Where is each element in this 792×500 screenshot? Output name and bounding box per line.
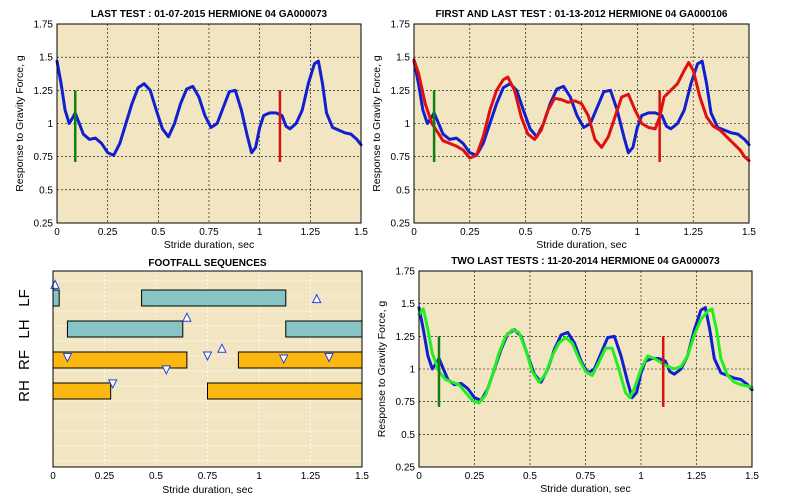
x-tick-label: 1.25 [301,471,321,482]
y-tick-label: 1.25 [396,332,416,343]
event-triangle-down [278,354,289,365]
y-tick-label: 1.5 [401,299,415,310]
y-axis-label: Response to Gravity Force, g [376,301,388,438]
event-triangle-down [324,353,334,363]
chart-title: TWO LAST TESTS : 11-20-2014 HERMIONE 04 … [451,256,720,267]
y-tick-label: 0.75 [34,152,54,163]
y-tick-label: 1.25 [34,86,54,97]
x-tick-label: 1.5 [742,227,756,238]
y-axis-label: Response to Gravity Force, g [371,55,383,192]
footfall-bar-lf [141,289,287,307]
plot-frame [56,23,362,224]
x-tick-label: 0.5 [151,227,165,238]
footfall-bar-rf [237,351,363,369]
y-tick-label: 0.5 [39,185,53,196]
x-tick-label: 0 [411,227,417,238]
chart-first-and-last-test: 0 0.25 0.5 0.75 1 1.25 1.50.250.50.7511.251.51… [371,9,756,251]
event-triangle-down [202,351,213,362]
series-line-red [412,58,751,163]
chart-footfall-sequences: LF LH RF RH 0 0.25 0.5 0.75 1 1.25 1.5 FOOTFALL SEQ… [16,258,369,496]
y-tick-label: 0.5 [401,430,415,441]
y-tick-label: 1.75 [34,20,54,31]
y-tick-label: 0.75 [391,152,411,163]
chart-two-last-tests: 0 0.25 0.5 0.75 1 1.25 1.50.250.50.7511.251.51… [376,256,759,495]
plot-frame [418,270,753,468]
event-triangle-down [62,353,73,363]
x-tick-label: 1.25 [683,227,703,238]
y-tick-label: 1 [47,119,53,130]
footfall-bar-lf [52,289,60,307]
x-tick-label: 0.75 [199,227,219,238]
x-tick-label: 1 [638,471,644,482]
x-tick-label: 0.25 [98,227,118,238]
y-tick-label: 1.5 [39,53,53,64]
x-tick-label: 1 [635,227,641,238]
y-tick-label: 1.25 [391,86,411,97]
x-axis-label: Stride duration, sec [162,484,252,496]
plot-frame [413,23,750,224]
event-triangle-up [182,312,192,322]
x-tick-label: 0 [50,471,56,482]
event-triangle-up [311,293,322,304]
x-tick-label: 1 [257,227,263,238]
x-tick-label: 0 [416,471,422,482]
chart-title: FIRST AND LAST TEST : 01-13-2012 HERMION… [436,9,728,20]
event-triangle-up [217,343,227,353]
x-tick-label: 0.25 [95,471,115,482]
y-tick-label: 0.75 [396,397,416,408]
y-tick-label: 0.25 [34,219,54,230]
chart-title: FOOTFALL SEQUENCES [148,258,266,269]
y-tick-label: 1.75 [396,267,416,278]
row-label-lf: LF [16,289,33,307]
chart-last-test: 0 0.25 0.5 0.75 1 1.25 1.50.250.50.7511.251.51… [14,9,368,251]
x-tick-label: 0.75 [576,471,596,482]
x-axis-label: Stride duration, sec [540,483,630,495]
series-line-green [417,307,754,405]
y-tick-label: 1.5 [396,53,410,64]
plot-frame [52,270,363,468]
x-tick-label: 0.25 [465,471,485,482]
y-tick-label: 1 [404,119,410,130]
event-triangle-down [161,365,172,376]
x-axis-label: Stride duration, sec [164,239,254,251]
x-axis-label: Stride duration, sec [536,239,626,251]
footfall-bar-lh [285,320,363,338]
y-tick-label: 0.25 [396,463,416,474]
x-tick-label: 0.5 [519,227,533,238]
y-tick-label: 1.75 [391,20,411,31]
x-tick-label: 1.5 [354,227,368,238]
series-line-blue [55,59,363,157]
y-tick-label: 0.5 [396,185,410,196]
footfall-bar-rh [52,382,112,400]
x-tick-label: 0 [54,227,60,238]
row-label-rf: RF [16,350,33,370]
x-tick-label: 1.5 [745,471,759,482]
x-tick-label: 1.25 [687,471,707,482]
x-tick-label: 0.75 [572,227,592,238]
x-tick-label: 0.75 [198,471,218,482]
x-tick-label: 1.5 [355,471,369,482]
y-axis-label: Response to Gravity Force, g [14,55,26,192]
footfall-bar-lh [66,320,184,338]
series-line-blue [412,59,751,157]
chart-title: LAST TEST : 01-07-2015 HERMIONE 04 GA000… [91,9,328,20]
x-tick-label: 0.5 [149,471,163,482]
y-tick-label: 0.25 [391,219,411,230]
x-tick-label: 1 [256,471,262,482]
row-label-lh: LH [16,319,33,338]
event-triangle-down [107,379,118,389]
y-tick-label: 1 [409,365,415,376]
x-tick-label: 1.25 [301,227,321,238]
row-label-rh: RH [16,380,33,402]
x-tick-label: 0.5 [523,471,537,482]
x-tick-label: 0.25 [460,227,480,238]
footfall-bar-rh [207,382,363,400]
